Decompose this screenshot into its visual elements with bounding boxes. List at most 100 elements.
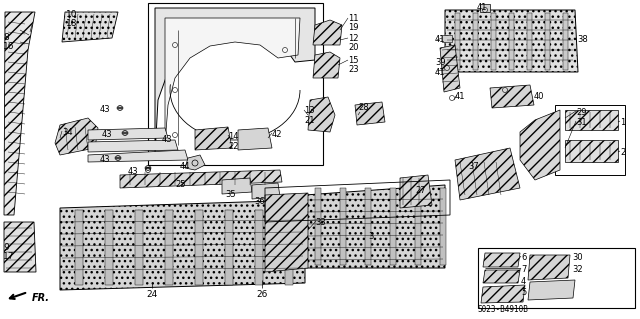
Text: FR.: FR.	[32, 293, 50, 303]
Polygon shape	[4, 222, 36, 272]
Polygon shape	[165, 210, 173, 285]
Text: 29: 29	[576, 108, 586, 117]
Text: 33: 33	[315, 218, 326, 227]
Polygon shape	[528, 280, 575, 300]
Text: 41: 41	[455, 92, 465, 101]
Text: 16: 16	[3, 42, 15, 51]
Polygon shape	[225, 210, 233, 285]
Polygon shape	[252, 183, 280, 199]
Polygon shape	[88, 140, 178, 152]
Polygon shape	[491, 13, 496, 70]
Text: 8: 8	[3, 33, 9, 42]
Polygon shape	[527, 13, 532, 70]
Polygon shape	[185, 155, 205, 170]
Text: 38: 38	[577, 35, 588, 44]
Polygon shape	[155, 8, 315, 155]
Text: 41: 41	[435, 68, 445, 77]
Polygon shape	[195, 127, 232, 150]
Text: 3: 3	[368, 232, 373, 241]
Text: 15: 15	[348, 56, 358, 65]
Text: 25: 25	[175, 180, 186, 189]
Text: 28: 28	[358, 103, 369, 112]
Polygon shape	[105, 210, 113, 285]
Text: 35: 35	[225, 190, 236, 199]
Polygon shape	[480, 4, 490, 12]
Polygon shape	[165, 18, 300, 145]
Polygon shape	[265, 193, 308, 272]
Polygon shape	[145, 167, 151, 169]
Polygon shape	[238, 128, 272, 150]
Polygon shape	[390, 188, 396, 265]
Polygon shape	[120, 170, 282, 188]
Text: 43: 43	[100, 155, 111, 164]
Polygon shape	[315, 188, 321, 265]
Polygon shape	[195, 210, 203, 285]
Polygon shape	[481, 285, 525, 303]
Polygon shape	[305, 185, 445, 268]
Text: 30: 30	[572, 253, 582, 262]
Text: 7: 7	[521, 265, 526, 274]
Text: 32: 32	[572, 265, 582, 274]
Text: 10: 10	[66, 10, 77, 19]
Text: 43: 43	[162, 135, 173, 144]
Polygon shape	[115, 157, 121, 159]
Text: 36: 36	[254, 197, 265, 206]
Polygon shape	[528, 255, 570, 280]
Text: 11: 11	[348, 14, 358, 23]
Text: 21: 21	[304, 116, 314, 125]
Polygon shape	[445, 10, 578, 72]
Text: 4: 4	[521, 277, 526, 286]
Polygon shape	[60, 200, 305, 290]
Polygon shape	[520, 110, 560, 180]
Polygon shape	[285, 210, 293, 285]
Polygon shape	[565, 140, 618, 162]
Text: 43: 43	[128, 167, 139, 176]
Polygon shape	[442, 35, 452, 42]
Polygon shape	[340, 188, 346, 265]
Text: 43: 43	[100, 105, 111, 114]
Polygon shape	[483, 270, 520, 283]
Polygon shape	[75, 210, 83, 285]
Polygon shape	[365, 188, 371, 265]
Text: 39: 39	[435, 58, 445, 67]
Text: 12: 12	[348, 34, 358, 43]
Text: 31: 31	[576, 118, 587, 127]
Text: 41: 41	[435, 35, 445, 44]
Text: 5: 5	[521, 288, 526, 297]
Polygon shape	[308, 97, 335, 132]
Polygon shape	[483, 253, 520, 267]
Text: 27: 27	[415, 186, 426, 195]
Polygon shape	[415, 188, 421, 265]
Polygon shape	[545, 13, 550, 70]
Polygon shape	[440, 188, 446, 265]
Polygon shape	[222, 178, 252, 194]
Text: 13: 13	[304, 106, 315, 115]
Text: 19: 19	[348, 23, 358, 32]
Text: 44: 44	[180, 162, 191, 171]
Polygon shape	[117, 107, 123, 109]
Polygon shape	[313, 52, 340, 78]
Text: 37: 37	[468, 162, 479, 171]
Text: 40: 40	[534, 92, 545, 101]
Text: 42: 42	[272, 130, 282, 139]
Polygon shape	[565, 110, 618, 130]
Polygon shape	[455, 13, 460, 70]
Polygon shape	[88, 128, 168, 140]
Polygon shape	[490, 85, 534, 108]
Polygon shape	[509, 13, 514, 70]
Polygon shape	[440, 45, 460, 92]
Polygon shape	[122, 132, 128, 134]
Text: 17: 17	[3, 252, 15, 261]
Polygon shape	[473, 13, 478, 70]
Text: S023-B4910B: S023-B4910B	[478, 306, 529, 315]
Text: 26: 26	[256, 290, 268, 299]
Text: 43: 43	[102, 130, 113, 139]
Polygon shape	[313, 20, 342, 45]
Text: 24: 24	[147, 290, 157, 299]
Polygon shape	[255, 210, 263, 285]
Text: 6: 6	[521, 253, 526, 262]
Polygon shape	[455, 148, 520, 200]
Polygon shape	[400, 175, 432, 208]
Text: 41: 41	[477, 3, 488, 12]
Text: 9: 9	[3, 243, 9, 252]
